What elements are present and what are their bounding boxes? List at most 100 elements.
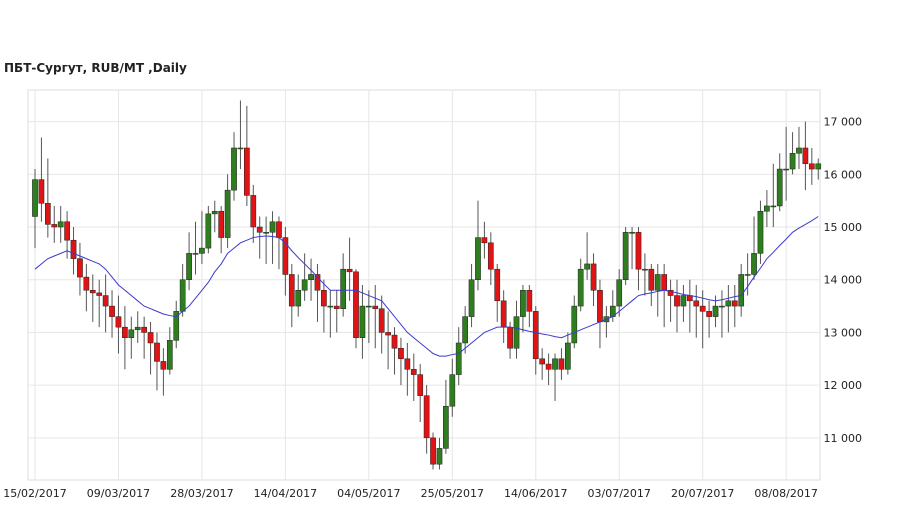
candle-body [244,147,250,196]
candle-body [205,213,212,249]
candle-body [423,395,430,439]
y-tick-label: 14 000 [824,274,863,287]
candle-body [744,274,751,276]
candle-body [545,363,552,370]
candle-body [308,274,314,280]
candle-body [64,221,70,241]
x-tick-label: 03/07/2017 [588,487,651,500]
candle-body [346,268,353,273]
candle-body [57,221,64,228]
candle-body [661,274,668,291]
candle-body [263,232,269,234]
candle-body [237,147,244,150]
candle-body [802,147,809,165]
candle-body [783,168,789,171]
candle-body [282,237,289,275]
candle-body [654,274,661,291]
y-tick-label: 15 000 [824,221,863,234]
candle-body [218,210,225,238]
candle-body [577,268,584,307]
candle-body [487,242,494,270]
x-tick-label: 08/08/2017 [754,487,817,500]
candle-body [770,205,777,208]
candle-body [173,311,180,341]
candle-body [584,263,590,270]
candle-body [712,305,719,317]
candle-body [558,358,565,370]
candle-body [321,290,327,307]
candle-body [552,358,558,370]
candle-body [699,305,706,312]
candle-body [693,300,700,307]
candle-body [70,239,77,259]
candle-body [269,221,276,233]
candle-body [340,268,347,309]
candle-body [391,334,398,349]
candle-body [333,305,340,309]
candle-body [680,295,687,307]
candle-body [436,448,443,465]
candle-body [571,305,578,344]
y-tick-label: 12 000 [824,379,863,392]
y-tick-label: 13 000 [824,326,863,339]
candle-body [815,163,822,170]
candle-body [186,253,192,280]
candle-body [764,205,770,212]
candle-body [179,279,186,312]
candle-body [481,237,488,244]
candle-body [372,305,379,309]
candle-body [134,326,141,331]
candle-body [706,311,712,317]
candle-body [629,232,635,234]
x-tick-label: 15/02/2017 [3,487,66,500]
candle-body [256,226,263,233]
candle-body [102,295,109,307]
candle-body [751,253,757,275]
candle-body [89,290,96,294]
y-tick-label: 17 000 [824,116,863,129]
candle-body [417,374,424,396]
candle-body [398,347,404,360]
candle-body [635,232,642,270]
candle-body [353,271,359,338]
candle-body [51,224,58,228]
candle-body [410,369,417,375]
candle-body [725,300,732,307]
candle-body [128,329,135,338]
candle-body [154,342,160,362]
candle-body [674,295,680,307]
candle-body [211,210,218,215]
candle-body [288,274,295,307]
candle-body [520,290,526,317]
x-tick-label: 28/03/2017 [170,487,233,500]
candle-body [565,342,571,370]
candle-body [648,268,655,291]
candle-body [796,147,802,154]
x-tick-label: 25/05/2017 [421,487,484,500]
plot-frame [27,89,821,481]
x-tick-label: 09/03/2017 [87,487,150,500]
candle-body [404,358,411,370]
candle-body [359,305,366,338]
candle-body [430,437,436,465]
candle-body [160,361,167,370]
candle-body [44,203,51,225]
candle-body [539,358,546,365]
candle-body [526,290,533,312]
candle-body [757,210,764,254]
candle-body [494,268,501,302]
candle-body [455,342,462,375]
candle-body [597,290,603,323]
chart-title: ПБТ-Сургут, RUB/MT ,Daily [4,61,187,75]
candle-body [147,332,154,344]
candle-body [622,232,629,280]
candle-body [166,340,173,370]
candle-body [616,279,623,307]
candle-body [590,263,597,291]
candle-body [789,152,796,170]
candle-body [276,221,282,238]
candle-body [83,276,90,291]
candle-body [231,147,237,191]
